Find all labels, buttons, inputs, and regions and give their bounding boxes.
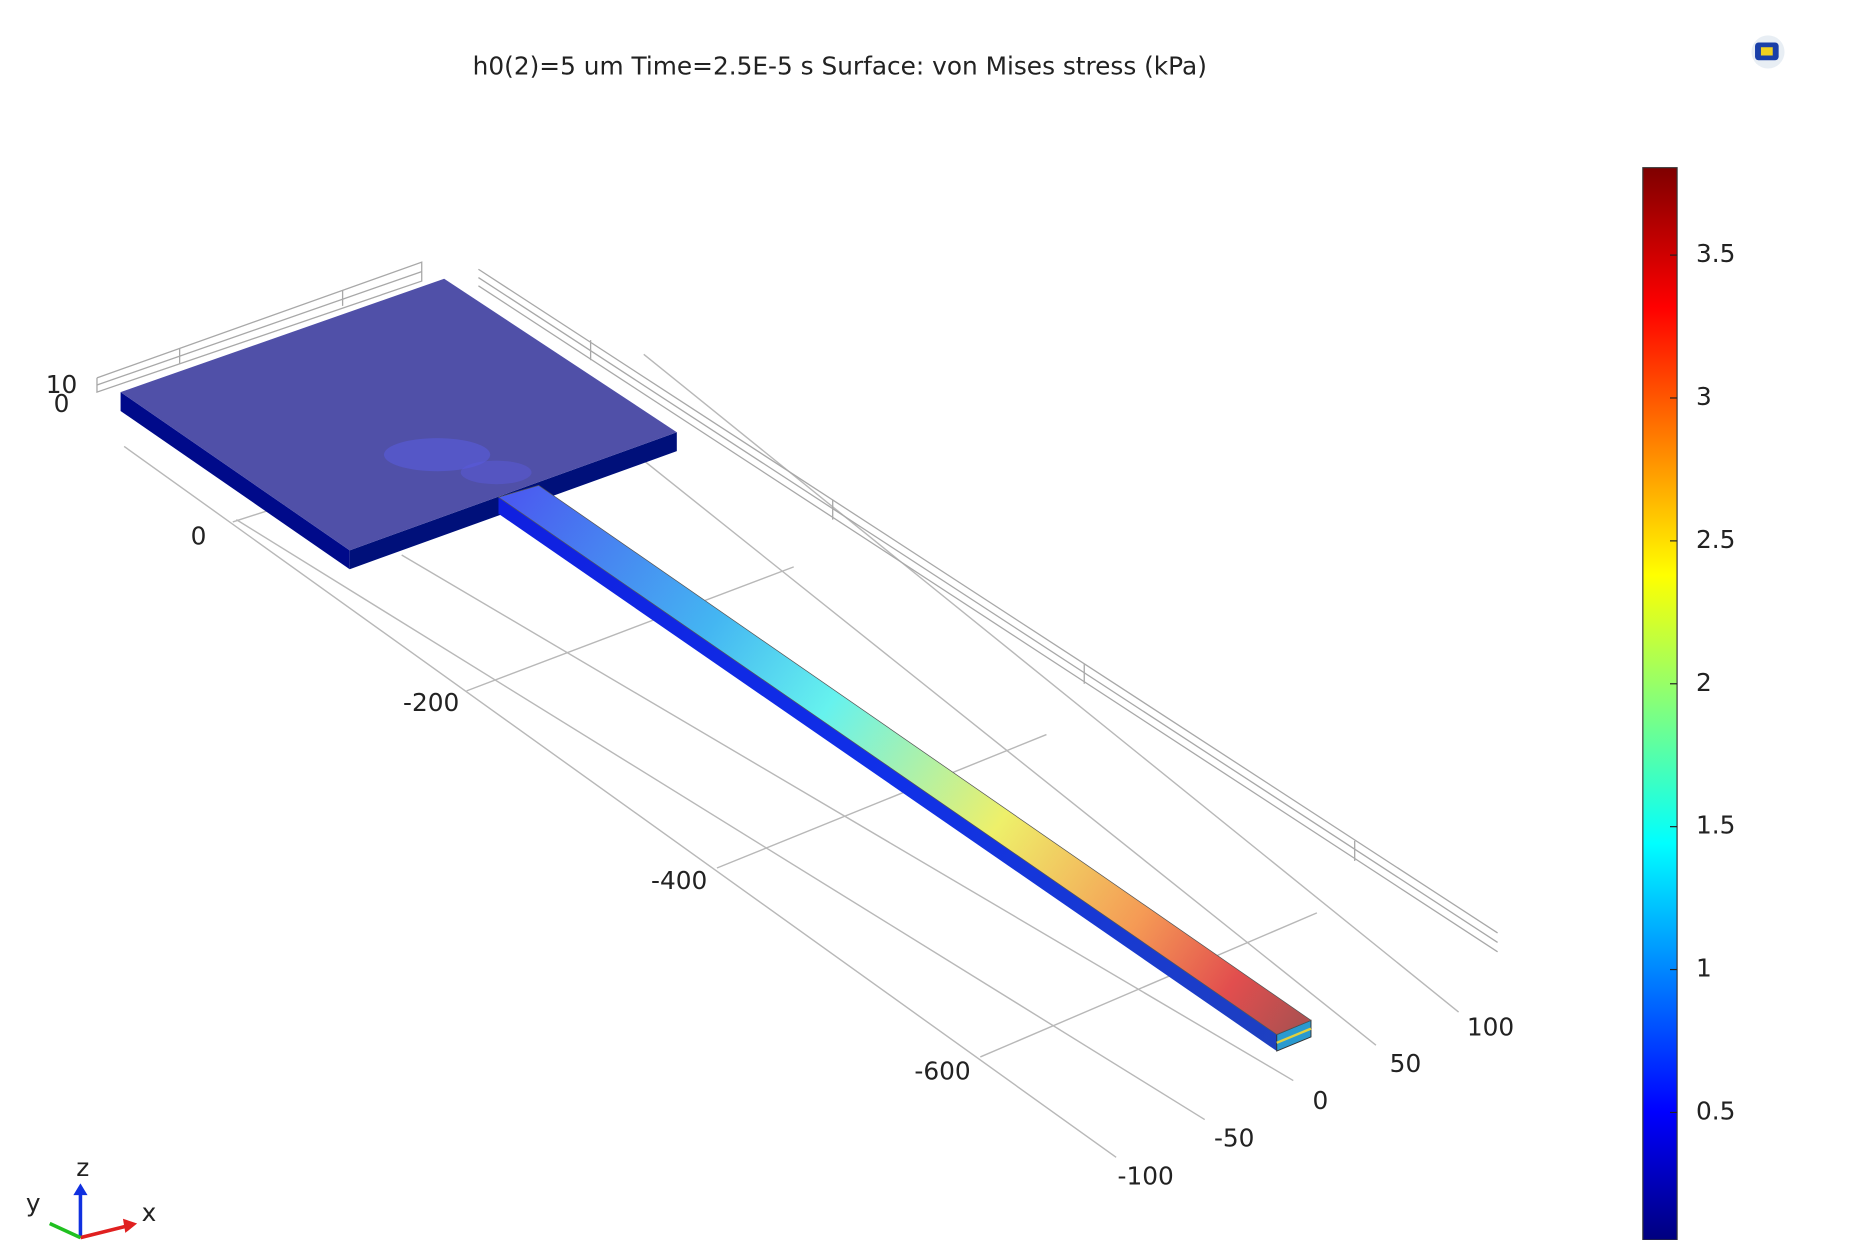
z-tick-label: 0 bbox=[54, 389, 70, 418]
colorbar-tick-label: 1 bbox=[1696, 954, 1712, 983]
y-tick-label: 0 bbox=[1313, 1086, 1329, 1115]
graphics-window: h0(2)=5 um Time=2.5E-5 s Surface: von Mi… bbox=[0, 0, 1852, 1240]
triad-label: x bbox=[142, 1198, 157, 1227]
colorbar-ticks: 3.5 3 2.5 2 1.5 1 0.5 bbox=[1670, 239, 1735, 1125]
colorbar-tick-label: 0.5 bbox=[1696, 1096, 1735, 1125]
y-tick-label: 100 bbox=[1467, 1013, 1514, 1042]
triad-label: y bbox=[26, 1189, 41, 1218]
toolbar-icon[interactable] bbox=[1751, 35, 1784, 68]
x-tick-label: -600 bbox=[914, 1056, 970, 1085]
axis-triad: z y x bbox=[26, 1153, 156, 1237]
colorbar-ramp bbox=[1643, 168, 1677, 1240]
plot-title: h0(2)=5 um Time=2.5E-5 s Surface: von Mi… bbox=[473, 51, 1207, 80]
x-tick-label: -200 bbox=[403, 688, 459, 717]
page: h0(2)=5 um Time=2.5E-5 s Surface: von Mi… bbox=[0, 0, 1852, 1240]
triad-label: z bbox=[76, 1153, 89, 1182]
y-tick-label: -100 bbox=[1118, 1161, 1174, 1190]
colorbar-tick-label: 3 bbox=[1696, 382, 1712, 411]
beam bbox=[498, 485, 1310, 1051]
colorbar-tick-label: 3.5 bbox=[1696, 239, 1735, 268]
x-tick-label: -400 bbox=[651, 866, 707, 895]
colorbar-tick-label: 1.5 bbox=[1696, 811, 1735, 840]
colorbar-tick-label: 2.5 bbox=[1696, 525, 1735, 554]
y-tick-label: -50 bbox=[1214, 1124, 1255, 1153]
colorbar: 3.5 3 2.5 2 1.5 1 0.5 bbox=[1643, 168, 1736, 1240]
colorbar-tick-label: 2 bbox=[1696, 668, 1712, 697]
y-tick-label: 50 bbox=[1390, 1049, 1422, 1078]
x-tick-label: 0 bbox=[191, 521, 207, 550]
